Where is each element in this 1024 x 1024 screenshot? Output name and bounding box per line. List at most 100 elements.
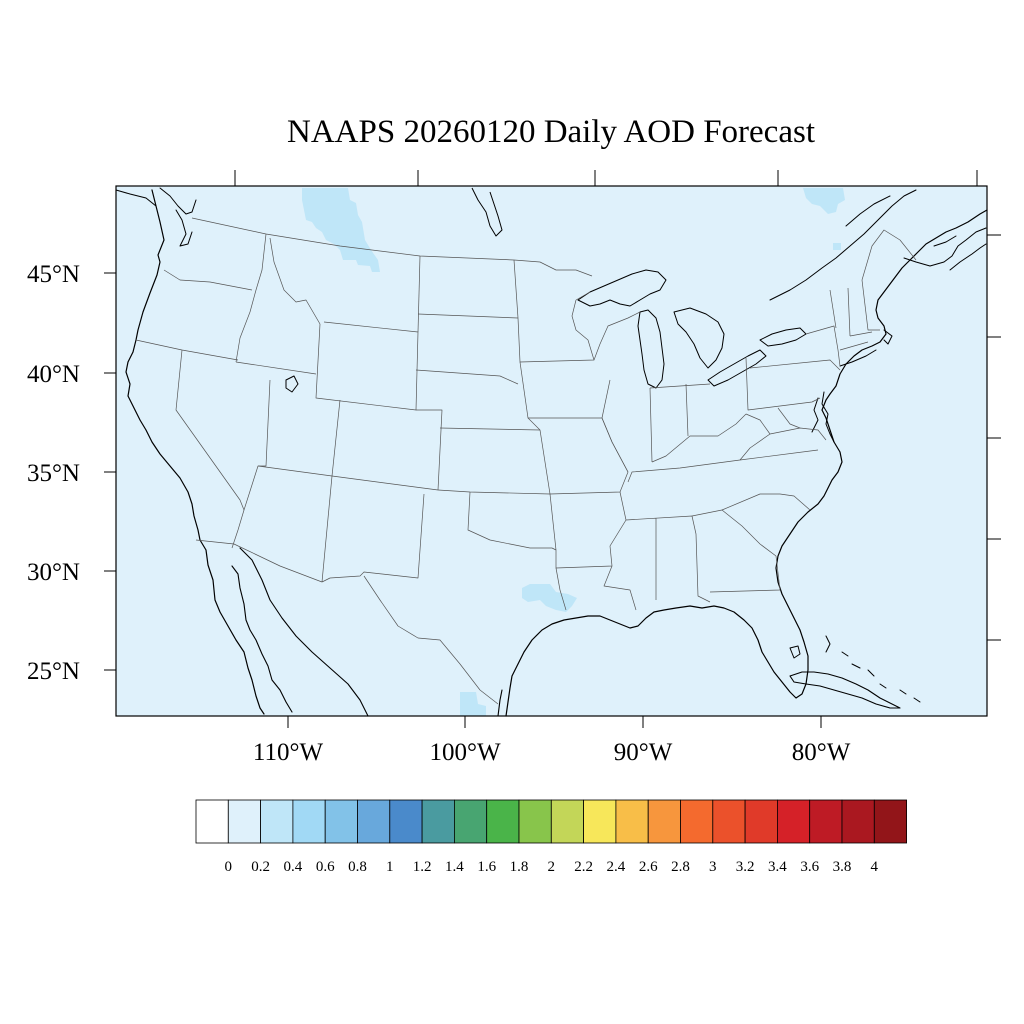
colorbar-label: 0 [225, 859, 233, 875]
colorbar-box [712, 799, 746, 844]
colorbar-box [518, 799, 552, 844]
chesapeake [811, 391, 835, 443]
mexico-gulf-coast [497, 689, 503, 717]
border-la [555, 565, 637, 611]
lake-erie [707, 349, 767, 387]
st-lawrence [769, 189, 917, 301]
plume-texas-coast [522, 584, 577, 612]
longitude-labels: 110°W 100°W 90°W 80°W [253, 739, 851, 766]
bc-coast [115, 187, 197, 215]
long-island [839, 329, 893, 367]
border-ut-co [331, 399, 341, 477]
colorbar-box [421, 799, 455, 844]
border-new-england [829, 279, 880, 351]
border-mn [513, 259, 595, 363]
border-pa-ny [749, 325, 841, 371]
lat-label-30: 30°N [27, 559, 80, 586]
border-nm [321, 493, 425, 583]
colorbar-label: 3.2 [736, 859, 755, 875]
border-in-oh [649, 383, 711, 437]
border-id-south [235, 361, 317, 375]
colorbar-label: 3 [709, 859, 717, 875]
lake-superior [577, 269, 667, 307]
mexico-mainland-coast [239, 547, 369, 717]
plume-quebec-dot [833, 243, 841, 250]
colorbar-label: 0.4 [284, 859, 303, 875]
map-panel: 45°N 40°N 35°N 30°N 25°N 110°W 100°W 90°… [27, 170, 1001, 766]
colorbar-box [680, 799, 714, 844]
colorbar-label: 1.2 [413, 859, 432, 875]
colorbar-label: 2 [548, 859, 556, 875]
plume-quebec [803, 188, 845, 214]
colorbar-label: 0.6 [316, 859, 335, 875]
lake-okeechobee [789, 645, 801, 659]
colorbar-box [453, 799, 488, 844]
lon-label-80: 80°W [792, 739, 851, 766]
colorbar-box [550, 799, 584, 844]
colorbar-label: 2.2 [574, 859, 593, 875]
cuba [789, 671, 901, 709]
great-salt-lake [285, 375, 299, 393]
colorbar-box [873, 799, 907, 844]
lake-michigan [637, 309, 665, 389]
border-ne-ks [439, 427, 541, 431]
border-wv [745, 407, 801, 435]
border-wi [575, 291, 641, 361]
colorbar-box [583, 799, 617, 844]
border-wa-or [163, 269, 253, 291]
colorbar-box [615, 799, 649, 844]
colorbar-box [744, 799, 778, 844]
lat-label-45: 45°N [27, 261, 80, 288]
border-ms-al [625, 515, 711, 603]
colorbar-boxes [195, 799, 907, 844]
border-ca-az [231, 509, 245, 549]
border-id-east [269, 237, 321, 325]
colorbar-label: 1.6 [477, 859, 496, 875]
lake-winnipeg-shore [471, 187, 503, 237]
lon-label-110: 110°W [253, 739, 324, 766]
colorbar-label: 1.8 [510, 859, 529, 875]
border-ga [691, 509, 777, 557]
border-nc-sc [721, 493, 811, 511]
colorbar-box [357, 799, 391, 844]
aod-plumes [302, 188, 845, 716]
map-background [116, 186, 987, 716]
border-id-mt [235, 233, 267, 363]
border-il-in [601, 387, 653, 473]
colorbar-label: 2.4 [607, 859, 626, 875]
border-co [416, 409, 443, 491]
colorbar-box [324, 799, 358, 844]
colorbar-label: 2.6 [639, 859, 658, 875]
lon-label-90: 90°W [614, 739, 673, 766]
colorbar: 0 0.2 0.4 0.6 0.8 1 1.2 1.4 1.6 1.8 2 2.2 2.4 2.6 2.8 3… [195, 799, 907, 875]
west-coast [125, 189, 265, 715]
state-borders [135, 217, 917, 705]
figure-title: NAAPS 20260120 Daily AOD Forecast [287, 114, 815, 150]
border-nd-sd [417, 313, 519, 319]
puget-sound [175, 209, 193, 247]
bahamas [825, 635, 921, 703]
border-ia [519, 361, 611, 419]
lake-huron [673, 307, 725, 369]
colorbar-label: 4 [871, 859, 879, 875]
colorbar-label: 1 [386, 859, 394, 875]
colorbar-box [195, 799, 229, 844]
colorbar-box [647, 799, 681, 844]
colorbar-label: 1.4 [445, 859, 464, 875]
border-mt-nd [417, 255, 421, 333]
colorbar-label: 3.4 [768, 859, 787, 875]
colorbar-box [227, 799, 262, 844]
colorbar-box [809, 799, 843, 844]
colorbar-box [841, 799, 875, 844]
colorbar-label: 0.8 [348, 859, 367, 875]
border-sd-ne [415, 369, 519, 385]
colorbar-box [486, 799, 520, 844]
maritimes [903, 227, 987, 271]
colorbar-box [260, 799, 294, 844]
baja-gulf-coast [231, 565, 293, 713]
plume-gulf [460, 692, 486, 716]
border-oh-pa [745, 357, 821, 411]
coastlines [115, 187, 988, 717]
gulf-coast [505, 209, 988, 717]
